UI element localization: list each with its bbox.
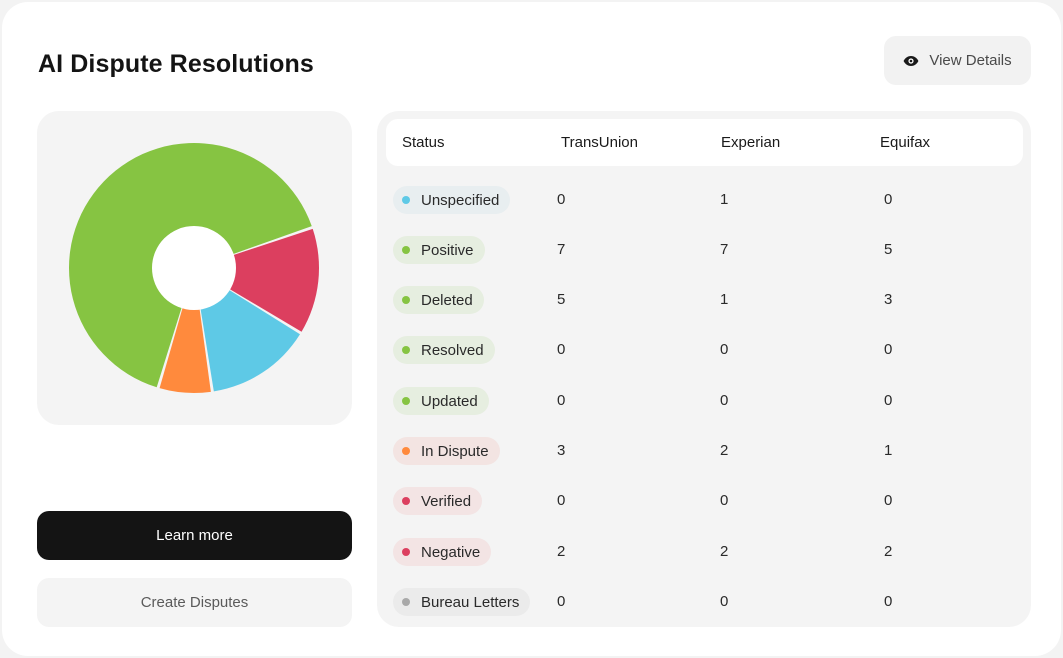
chart-panel <box>37 111 352 425</box>
page-title: AI Dispute Resolutions <box>38 50 314 78</box>
status-badge: Unspecified <box>393 186 511 214</box>
status-badge: Positive <box>393 236 485 264</box>
transunion-value: 7 <box>557 241 566 258</box>
status-label: In Dispute <box>421 442 489 460</box>
status-dot <box>402 346 410 354</box>
header-status: Status <box>402 134 445 151</box>
learn-more-button[interactable]: Learn more <box>37 511 352 560</box>
transunion-value: 0 <box>557 492 566 509</box>
equifax-value: 0 <box>884 341 893 358</box>
status-dot <box>402 196 410 204</box>
equifax-value: 0 <box>884 191 893 208</box>
pie-slice <box>194 228 320 332</box>
table-row: Verified 0 0 0 <box>377 487 1031 517</box>
equifax-value: 0 <box>884 392 893 409</box>
status-badge: Verified <box>393 487 483 515</box>
status-dot <box>402 246 410 254</box>
table-row: Updated 0 0 0 <box>377 387 1031 417</box>
pie-chart <box>68 143 320 394</box>
transunion-value: 2 <box>557 543 566 560</box>
header-experian: Experian <box>721 134 781 151</box>
status-label: Verified <box>421 492 472 510</box>
status-dot <box>402 598 410 606</box>
table-header: Status TransUnion Experian Equifax <box>386 119 1023 166</box>
experian-value: 1 <box>720 291 729 308</box>
equifax-value: 1 <box>884 442 893 459</box>
status-badge: Negative <box>393 538 492 566</box>
status-label: Updated <box>421 392 478 410</box>
header-equifax: Equifax <box>880 134 931 151</box>
transunion-value: 0 <box>557 392 566 409</box>
view-details-button[interactable]: View Details <box>884 36 1031 85</box>
equifax-value: 3 <box>884 291 893 308</box>
status-label: Negative <box>421 543 481 561</box>
experian-value: 0 <box>720 341 729 358</box>
table-row: Resolved 0 0 0 <box>377 336 1031 366</box>
status-dot <box>402 497 410 505</box>
experian-value: 2 <box>720 442 729 459</box>
create-disputes-button[interactable]: Create Disputes <box>37 578 352 627</box>
status-label: Unspecified <box>421 191 500 209</box>
header-transunion: TransUnion <box>561 134 638 151</box>
table-row: In Dispute 3 2 1 <box>377 437 1031 467</box>
status-badge: Updated <box>393 387 489 415</box>
status-label: Deleted <box>421 291 473 309</box>
view-details-label: View Details <box>929 52 1012 69</box>
dispute-table: Status TransUnion Experian Equifax Unspe… <box>377 111 1031 627</box>
table-row: Deleted 5 1 3 <box>377 286 1031 316</box>
status-badge: Resolved <box>393 336 495 364</box>
table-row: Unspecified 0 1 0 <box>377 186 1031 216</box>
table-row: Negative 2 2 2 <box>377 538 1031 568</box>
experian-value: 0 <box>720 392 729 409</box>
status-label: Resolved <box>421 341 484 359</box>
transunion-value: 0 <box>557 191 566 208</box>
transunion-value: 0 <box>557 593 566 610</box>
table-row: Bureau Letters 0 0 0 <box>377 588 1031 618</box>
experian-value: 0 <box>720 492 729 509</box>
status-badge: In Dispute <box>393 437 500 465</box>
transunion-value: 0 <box>557 341 566 358</box>
equifax-value: 2 <box>884 543 893 560</box>
equifax-value: 0 <box>884 492 893 509</box>
eye-icon <box>903 55 919 66</box>
status-label: Positive <box>421 241 474 259</box>
experian-value: 1 <box>720 191 729 208</box>
status-dot <box>402 296 410 304</box>
experian-value: 7 <box>720 241 729 258</box>
donut-hole <box>152 226 236 310</box>
experian-value: 2 <box>720 543 729 560</box>
status-label: Bureau Letters <box>421 593 520 611</box>
status-dot <box>402 397 410 405</box>
status-badge: Bureau Letters <box>393 588 531 616</box>
transunion-value: 3 <box>557 442 566 459</box>
equifax-value: 0 <box>884 593 893 610</box>
table-row: Positive 7 7 5 <box>377 236 1031 266</box>
equifax-value: 5 <box>884 241 893 258</box>
status-badge: Deleted <box>393 286 484 314</box>
transunion-value: 5 <box>557 291 566 308</box>
status-dot <box>402 447 410 455</box>
experian-value: 0 <box>720 593 729 610</box>
status-dot <box>402 548 410 556</box>
